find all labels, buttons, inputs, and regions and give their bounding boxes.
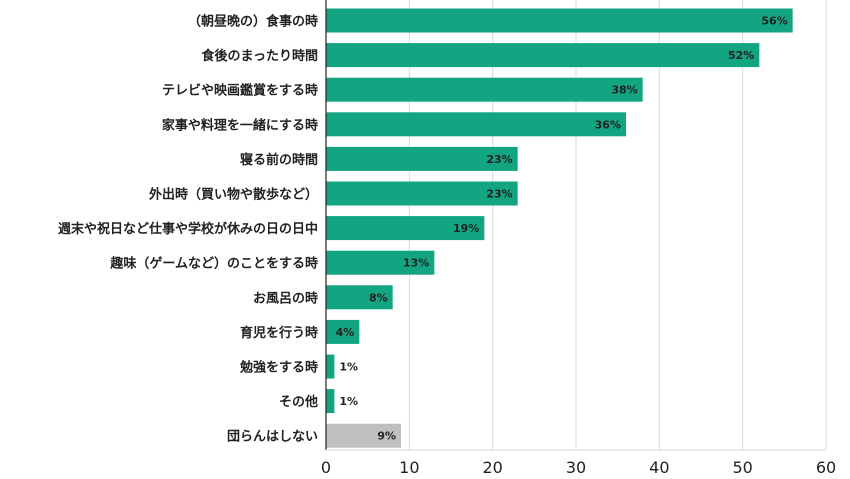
- bar-11: [326, 389, 335, 414]
- value-label-6: 19%: [453, 222, 479, 235]
- bar-12: [326, 423, 401, 448]
- labels: （朝昼晩の）食事の時 56% 食後のまったり時間 52% テレビや映画鑑賞をする時 38%…: [58, 14, 836, 478]
- bar-2: [326, 77, 643, 102]
- value-label-2: 38%: [611, 84, 637, 97]
- category-label-6: 週末や祝日など仕事や学校が休みの日の日中: [58, 221, 318, 237]
- x-tick-label-0: 0: [321, 458, 331, 477]
- bar-6: [326, 216, 485, 241]
- category-label-10: 勉強をする時: [239, 360, 318, 376]
- value-label-9: 4%: [336, 326, 355, 339]
- bar-10: [326, 354, 335, 379]
- bar-4: [326, 146, 518, 171]
- axes: [325, 0, 826, 451]
- value-label-8: 8%: [369, 291, 388, 304]
- value-label-4: 23%: [486, 153, 512, 166]
- value-label-11: 1%: [339, 395, 358, 408]
- gridlines: [408, 0, 827, 450]
- bar-5: [326, 181, 518, 206]
- category-label-1: 食後のまったり時間: [202, 48, 318, 64]
- bar-8: [326, 285, 393, 310]
- value-label-7: 13%: [403, 257, 429, 270]
- value-label-1: 52%: [728, 49, 754, 62]
- category-label-9: 育児を行う時: [240, 325, 318, 341]
- bars: [326, 8, 793, 448]
- bar-3: [326, 112, 626, 137]
- bar-9: [326, 319, 360, 344]
- category-label-11: その他: [279, 394, 318, 410]
- x-tick-label-50: 50: [732, 458, 752, 477]
- value-label-12: 9%: [377, 430, 396, 443]
- category-label-12: 団らんはしない: [227, 430, 318, 445]
- value-label-10: 1%: [339, 361, 358, 374]
- bar-0: [326, 8, 793, 33]
- category-label-4: 寝る前の時間: [240, 152, 318, 168]
- category-label-2: テレビや映画鑑賞をする時: [162, 83, 318, 99]
- bar-7: [326, 250, 435, 275]
- x-tick-label-30: 30: [566, 458, 586, 477]
- x-tick-label-40: 40: [649, 458, 669, 477]
- category-label-7: 趣味（ゲームなど）のことをする時: [109, 256, 318, 272]
- category-label-8: お風呂の時: [253, 290, 318, 306]
- bar-1: [326, 43, 760, 68]
- value-label-0: 56%: [761, 15, 787, 28]
- x-tick-label-20: 20: [482, 458, 502, 477]
- x-tick-label-60: 60: [816, 458, 836, 477]
- category-label-3: 家事や料理を一緒にする時: [162, 117, 318, 133]
- value-label-5: 23%: [486, 188, 512, 201]
- x-tick-label-10: 10: [399, 458, 419, 477]
- category-label-5: 外出時（買い物や散歩など）: [148, 187, 318, 203]
- value-label-3: 36%: [595, 118, 621, 131]
- category-label-0: （朝昼晩の）食事の時: [188, 14, 318, 30]
